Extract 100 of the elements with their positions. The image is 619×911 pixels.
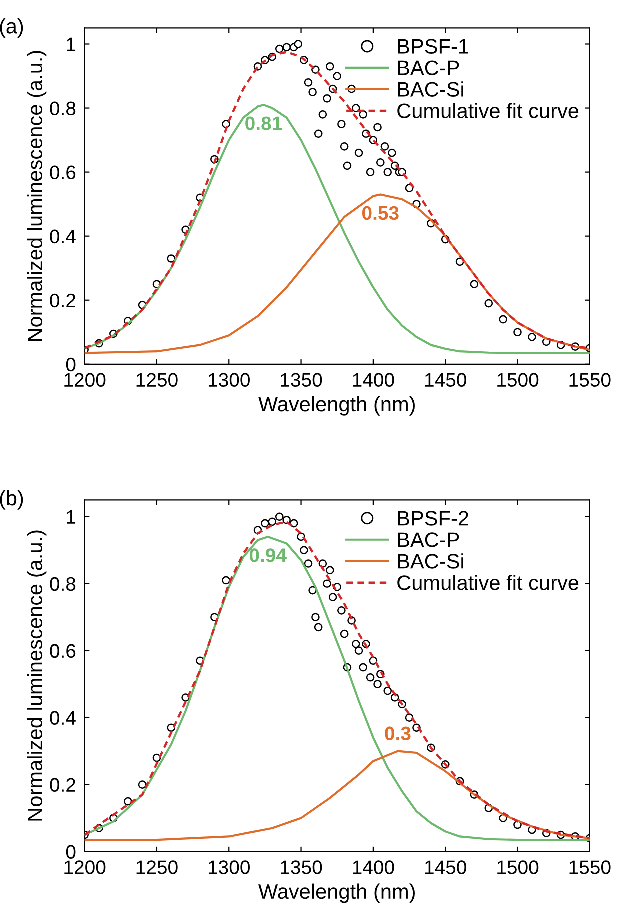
x-tick-label: 1400 bbox=[353, 373, 394, 388]
y-tick-label: 1 bbox=[67, 38, 76, 52]
x-tick-label: 1500 bbox=[498, 860, 539, 874]
x-tick-label: 1300 bbox=[208, 373, 250, 388]
legend-label: Cumulative fit curve bbox=[398, 575, 579, 590]
y-tick-label: 0.8 bbox=[50, 577, 76, 592]
y-tick-label: 0 bbox=[66, 845, 76, 860]
point bbox=[366, 168, 375, 176]
point bbox=[359, 663, 368, 672]
legend-label: BAC-P bbox=[398, 60, 460, 76]
point bbox=[484, 299, 494, 308]
x-tick-label: 1550 bbox=[570, 373, 611, 388]
x-tick-label: 1550 bbox=[570, 860, 611, 874]
point bbox=[138, 780, 147, 789]
point bbox=[354, 646, 364, 656]
point bbox=[326, 566, 334, 575]
point bbox=[340, 142, 349, 151]
point bbox=[328, 593, 338, 602]
y-tick-label: 0.2 bbox=[50, 294, 76, 308]
point bbox=[152, 754, 162, 762]
y-tick-label: 0.2 bbox=[50, 778, 76, 792]
point bbox=[376, 158, 385, 167]
text: (b) bbox=[0, 490, 24, 510]
point bbox=[333, 72, 342, 80]
point bbox=[528, 333, 536, 342]
point bbox=[374, 123, 382, 132]
point bbox=[359, 110, 368, 119]
annotation: 0.94 bbox=[250, 548, 287, 562]
y-axis-title: Normalized luminescence (a.u.) bbox=[27, 530, 47, 821]
x-tick-label: 1500 bbox=[498, 373, 539, 388]
point bbox=[499, 315, 508, 324]
x-tick-label: 1400 bbox=[353, 860, 394, 874]
point bbox=[338, 120, 346, 128]
point bbox=[304, 78, 313, 87]
y-tick-label: 0.6 bbox=[50, 644, 76, 658]
x-axis-title: Wavelength (nm) bbox=[258, 396, 415, 416]
y-tick-label: 0 bbox=[66, 358, 76, 372]
point bbox=[308, 586, 317, 595]
point bbox=[323, 94, 332, 103]
point bbox=[314, 130, 323, 138]
point bbox=[167, 254, 176, 263]
point bbox=[294, 40, 303, 48]
point bbox=[374, 680, 382, 688]
point bbox=[222, 576, 230, 585]
line-series bbox=[84, 750, 590, 842]
line-series bbox=[84, 104, 590, 354]
legend-label: BAC-Si bbox=[398, 554, 464, 569]
point bbox=[366, 673, 375, 682]
point bbox=[338, 606, 346, 615]
annotation: 0.81 bbox=[246, 116, 282, 130]
point bbox=[124, 797, 132, 806]
point bbox=[323, 580, 332, 588]
point bbox=[308, 88, 317, 96]
x-tick-label: 1200 bbox=[64, 860, 106, 874]
x-tick-label: 1350 bbox=[281, 860, 322, 874]
point bbox=[312, 613, 320, 622]
y-tick-label: 0.8 bbox=[50, 102, 76, 116]
line-series bbox=[84, 194, 590, 354]
point bbox=[470, 280, 479, 289]
point bbox=[275, 512, 284, 522]
x-tick-label: 1350 bbox=[281, 373, 322, 388]
x-tick-label: 1250 bbox=[136, 860, 178, 874]
x-tick-label: 1250 bbox=[136, 373, 178, 388]
legend-label: BAC-P bbox=[398, 532, 460, 548]
point bbox=[314, 623, 323, 632]
point bbox=[352, 640, 360, 648]
point bbox=[340, 630, 349, 638]
x-tick-label: 1450 bbox=[425, 860, 466, 874]
text: (a) bbox=[0, 18, 24, 38]
point bbox=[388, 148, 396, 158]
point bbox=[343, 162, 352, 170]
point bbox=[167, 724, 176, 732]
legend-label: BPSF-2 bbox=[398, 511, 468, 526]
y-axis-title: Normalized luminescence (a.u.) bbox=[27, 51, 47, 342]
annotation: 0.3 bbox=[385, 726, 411, 741]
point bbox=[282, 43, 292, 52]
legend-label: BAC-Si bbox=[398, 82, 464, 97]
x-tick-label: 1450 bbox=[425, 373, 466, 388]
point bbox=[326, 62, 334, 71]
x-tick-label: 1300 bbox=[208, 860, 250, 874]
y-tick-label: 0.6 bbox=[50, 166, 76, 180]
point bbox=[514, 328, 522, 337]
point bbox=[300, 546, 308, 555]
point bbox=[261, 519, 270, 528]
y-tick-label: 1 bbox=[67, 510, 76, 524]
legend-label: BPSF-1 bbox=[398, 39, 468, 54]
point bbox=[304, 560, 313, 568]
annotation: 0.53 bbox=[362, 206, 399, 220]
point bbox=[380, 142, 390, 151]
point bbox=[354, 148, 364, 158]
point bbox=[268, 518, 277, 526]
point bbox=[384, 686, 392, 696]
point bbox=[275, 44, 284, 54]
point bbox=[318, 110, 328, 119]
y-tick-label: 0.4 bbox=[50, 711, 76, 726]
point bbox=[352, 104, 360, 112]
legend-label: Cumulative fit curve bbox=[398, 103, 579, 118]
x-axis-title: Wavelength (nm) bbox=[258, 884, 415, 904]
point bbox=[405, 184, 414, 192]
point bbox=[384, 168, 392, 176]
